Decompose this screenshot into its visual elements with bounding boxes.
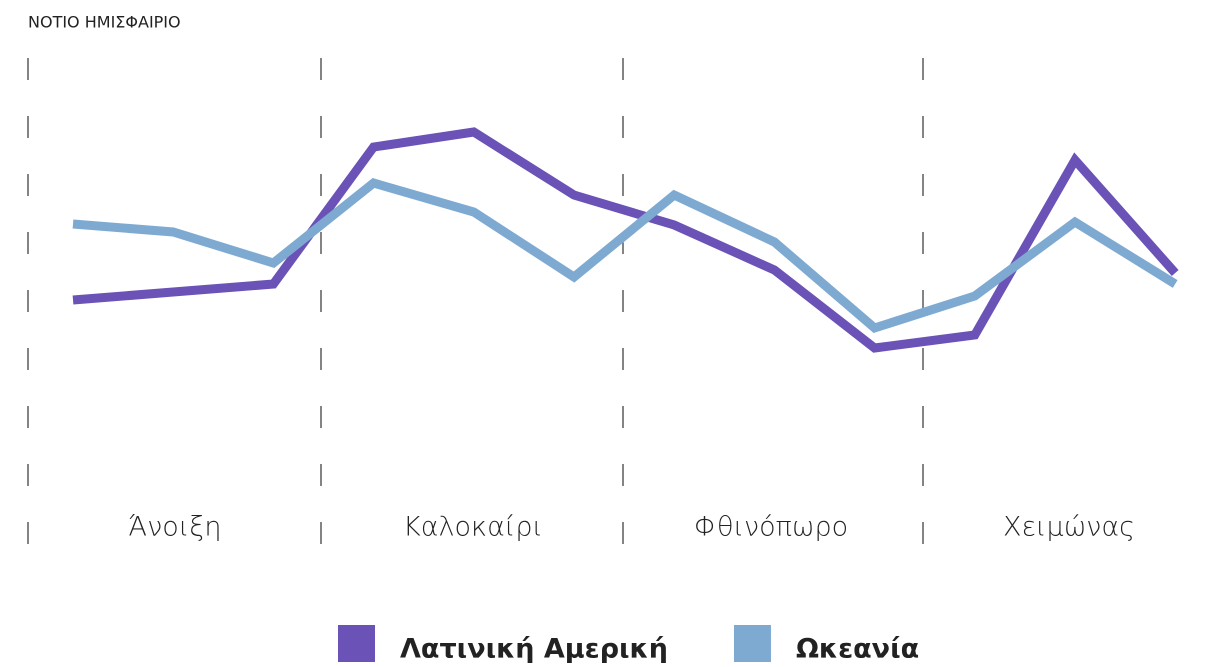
season-label: Φθινόπωρο [694, 512, 848, 543]
legend-label: Λατινική Αμερική [400, 634, 668, 665]
legend-swatch [733, 625, 771, 662]
season-label: Άνοιξη [129, 512, 222, 543]
series-line [72, 127, 1179, 353]
legend-swatch [338, 625, 375, 662]
chart-title: ΝΟΤΙΟ ΗΜΙΣΦΑΙΡΙΟ [28, 13, 181, 32]
season-label: Χειμώνας [1003, 512, 1135, 543]
legend-label: Ωκεανία [796, 634, 919, 665]
series-line [72, 178, 1178, 334]
season-label: Καλοκαίρι [403, 512, 543, 543]
